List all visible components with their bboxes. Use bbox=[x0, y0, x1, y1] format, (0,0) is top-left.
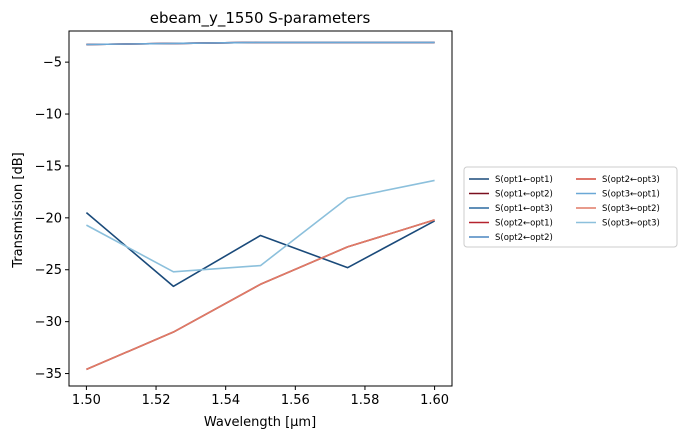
series-line-7 bbox=[86, 41, 435, 46]
series-line-1 bbox=[85, 212, 435, 288]
x-tick-label: 1.50 bbox=[72, 393, 101, 408]
x-tick-label: 1.58 bbox=[350, 393, 379, 408]
y-tick-label: −5 bbox=[43, 56, 62, 71]
y-tick-label: −20 bbox=[35, 211, 62, 226]
y-tick-label: −35 bbox=[35, 367, 62, 382]
y-tick-label: −30 bbox=[35, 315, 62, 330]
x-tick-label: 1.54 bbox=[211, 393, 240, 408]
legend-label: S(opt1←opt2) bbox=[495, 190, 553, 200]
x-axis-label: Wavelength [μm] bbox=[204, 415, 316, 430]
legend-label: S(opt2←opt2) bbox=[495, 233, 553, 243]
legend-label: S(opt1←opt1) bbox=[495, 175, 553, 185]
x-tick-label: 1.60 bbox=[420, 393, 449, 408]
y-tick-label: −10 bbox=[35, 108, 62, 123]
series-line-9 bbox=[86, 179, 435, 273]
plot-frame bbox=[68, 30, 453, 387]
x-tick-label: 1.56 bbox=[281, 393, 310, 408]
chart-title: ebeam_y_1550 S-parameters bbox=[150, 9, 371, 28]
series-line-8 bbox=[86, 219, 435, 371]
legend: S(opt1←opt1) S(opt1←opt2) S(opt1←opt3) S(op… bbox=[463, 166, 678, 248]
legend-label: S(opt2←opt3) bbox=[602, 175, 660, 185]
x-tick-label: 1.52 bbox=[142, 393, 171, 408]
legend-label: S(opt1←opt3) bbox=[495, 204, 553, 214]
legend-label: S(opt3←opt3) bbox=[602, 219, 660, 229]
y-axis-label: Transmission [dB] bbox=[11, 152, 26, 268]
plot-area: 1.50 1.52 1.54 1.56 1.58 1.60 −35 −30 −25 −20 −15 −… bbox=[35, 30, 453, 408]
legend-box bbox=[463, 166, 678, 248]
y-tick-label: −15 bbox=[35, 159, 62, 174]
y-tick-label: −25 bbox=[35, 263, 62, 278]
legend-label: S(opt3←opt1) bbox=[602, 190, 660, 200]
legend-label: S(opt3←opt2) bbox=[602, 204, 660, 214]
legend-label: S(opt2←opt1) bbox=[495, 219, 553, 229]
